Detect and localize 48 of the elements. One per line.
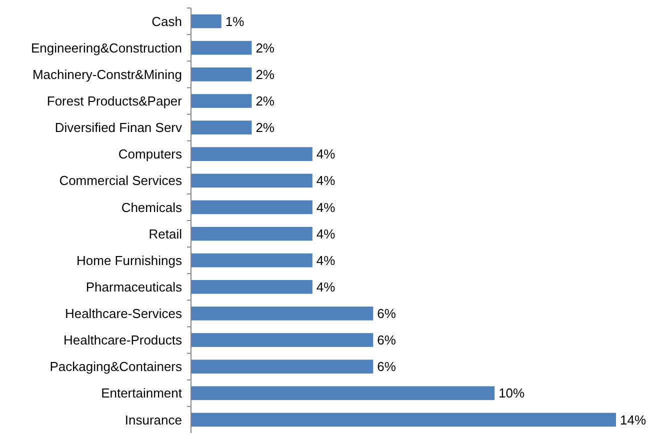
bar bbox=[191, 360, 374, 374]
data-label: 10% bbox=[498, 386, 526, 401]
data-label: 2% bbox=[256, 40, 275, 56]
bar bbox=[191, 200, 312, 214]
data-label: 6% bbox=[377, 306, 396, 322]
y-tick-label: Cash bbox=[152, 14, 182, 29]
data-label: 4% bbox=[316, 252, 336, 268]
bar bbox=[191, 280, 312, 294]
y-tick-label: Chemicals bbox=[121, 200, 182, 215]
bar bbox=[191, 40, 252, 55]
y-tick-label: Entertainment bbox=[101, 386, 182, 401]
data-label: 2% bbox=[256, 66, 275, 82]
bar bbox=[191, 306, 374, 320]
data-label: 4% bbox=[316, 173, 336, 188]
y-tick-label: Engineering&Construction bbox=[30, 40, 182, 56]
data-label: 14% bbox=[620, 412, 646, 428]
bar bbox=[191, 253, 312, 268]
y-tick-label: Retail bbox=[148, 226, 182, 242]
y-tick-label: Insurance bbox=[124, 412, 182, 428]
data-label: 4% bbox=[316, 200, 336, 215]
y-tick-label: Healthcare-Products bbox=[64, 332, 182, 348]
bar bbox=[191, 68, 252, 82]
y-tick-label: Computers bbox=[118, 146, 182, 162]
bar bbox=[191, 412, 616, 427]
bar bbox=[191, 14, 222, 28]
bar bbox=[191, 226, 312, 241]
data-label: 6% bbox=[377, 332, 396, 348]
bar bbox=[191, 174, 312, 188]
y-tick-label: Healthcare-Services bbox=[64, 306, 182, 322]
y-tick-label: Forest Products&Paper bbox=[46, 94, 183, 109]
data-label: 4% bbox=[316, 226, 336, 242]
y-tick-label: Home Furnishings bbox=[76, 252, 182, 268]
y-tick-label: Commercial Services bbox=[59, 173, 182, 188]
data-label: 2% bbox=[256, 94, 275, 109]
y-tick-label: Diversified Finan Serv bbox=[54, 120, 182, 136]
data-label: 4% bbox=[316, 279, 336, 294]
data-label: 6% bbox=[377, 359, 396, 374]
data-label: 4% bbox=[316, 146, 336, 162]
bar bbox=[191, 147, 312, 161]
bar bbox=[191, 333, 374, 347]
bar bbox=[191, 94, 252, 108]
bar bbox=[191, 120, 252, 134]
bar bbox=[191, 386, 495, 400]
data-label: 2% bbox=[256, 120, 275, 136]
data-label: 1% bbox=[225, 14, 245, 29]
y-tick-label: Pharmaceuticals bbox=[86, 279, 182, 294]
y-tick-label: Machinery-Constr&Mining bbox=[32, 66, 182, 82]
y-tick-label: Packaging&Containers bbox=[50, 359, 182, 374]
